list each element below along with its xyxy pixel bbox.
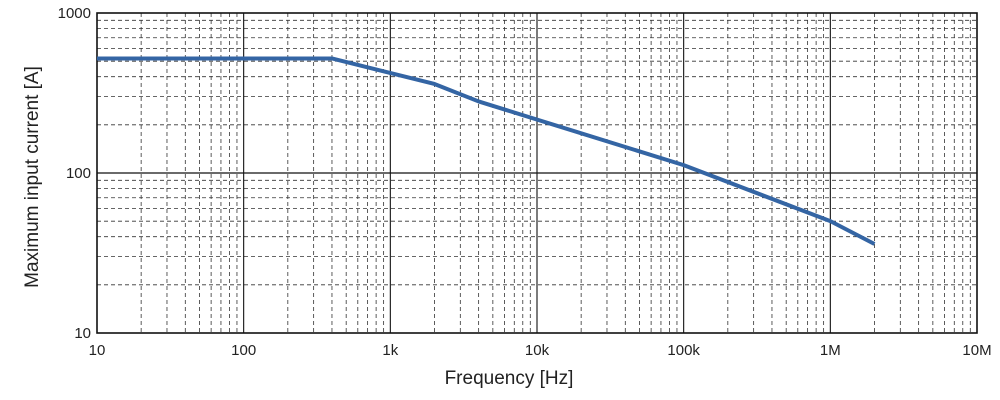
x-tick-label: 1k	[382, 342, 398, 359]
x-axis-label: Frequency [Hz]	[445, 368, 574, 389]
series-line-1	[97, 56, 876, 246]
y-axis-label: Maximum input current [A]	[22, 66, 43, 288]
y-tick-label: 1000	[58, 5, 91, 22]
minor-grid	[97, 13, 977, 333]
x-tick-labels: 10 100 1k 10k 100k 1M 10M	[89, 342, 992, 359]
y-tick-labels: 10 100 1000	[58, 5, 91, 342]
x-tick-label: 10M	[962, 342, 991, 359]
x-tick-label: 100	[231, 342, 256, 359]
series-layer	[97, 56, 876, 246]
x-tick-label: 10k	[525, 342, 550, 359]
major-grid	[97, 13, 977, 333]
x-tick-label: 10	[89, 342, 106, 359]
y-tick-label: 10	[74, 325, 91, 342]
y-tick-label: 100	[66, 165, 91, 182]
x-tick-label: 1M	[820, 342, 841, 359]
x-tick-label: 100k	[667, 342, 700, 359]
plot-frame	[96, 12, 978, 334]
